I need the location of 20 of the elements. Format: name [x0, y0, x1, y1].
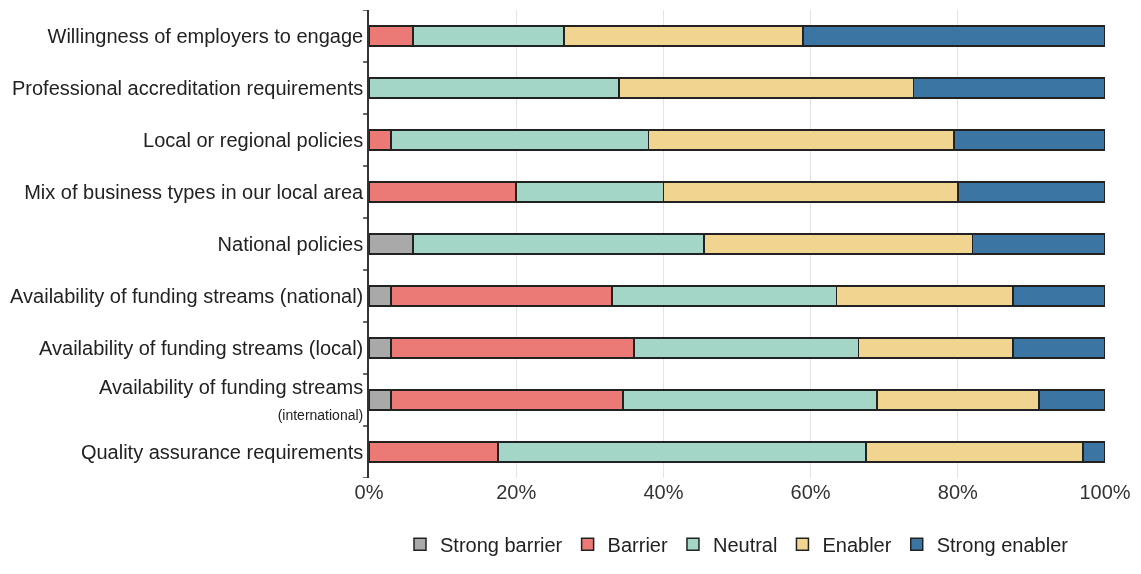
y-tick-label: Professional accreditation requirements — [11, 77, 364, 99]
x-tick-label: 80% — [937, 481, 979, 503]
x-tick-label: 40% — [643, 481, 684, 503]
legend-label: Strong barrier — [440, 534, 563, 557]
y-tick-label: Quality assurance requirements — [80, 441, 364, 463]
legend-label: Barrier — [607, 534, 668, 557]
x-tick-label: 100% — [1079, 481, 1131, 503]
legend-label: Enabler — [822, 534, 892, 557]
y-tick-label: National policies — [217, 233, 364, 255]
y-tick-label: Availability of funding streams (national) — [10, 285, 364, 307]
legend-label: Neutral — [712, 534, 778, 557]
y-tick-label: Willingness of employers to engage — [47, 25, 364, 47]
y-tick-label: Mix of business types in our local area — [24, 181, 365, 203]
x-tick-label: 60% — [790, 481, 831, 503]
x-tick-label: 20% — [496, 481, 537, 503]
y-tick-label: Local or regional policies — [143, 129, 364, 151]
y-tick-label: Availability of funding streams (international) — [99, 376, 364, 423]
y-tick-label: Availability of funding streams (local) — [39, 337, 364, 359]
x-tick-label: 0% — [354, 481, 384, 503]
legend-label: Strong enabler — [936, 534, 1069, 557]
